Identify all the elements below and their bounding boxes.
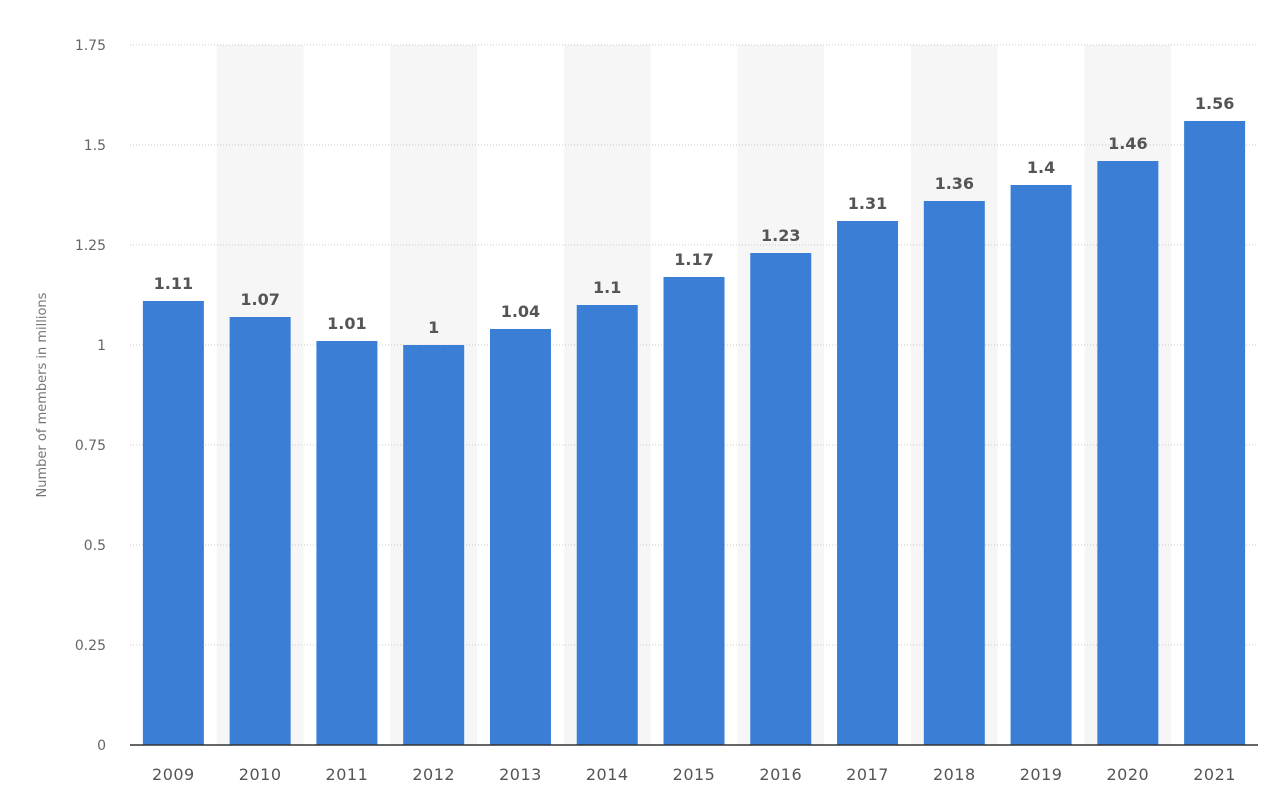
data-label-2020: 1.46 — [1108, 134, 1147, 153]
bar-2010 — [229, 317, 291, 745]
x-tick-label: 2017 — [846, 765, 889, 784]
x-tick-label: 2018 — [933, 765, 976, 784]
bar-2019 — [1010, 185, 1072, 745]
x-tick-label: 2021 — [1193, 765, 1236, 784]
bars — [142, 121, 1246, 745]
data-label-2016: 1.23 — [761, 226, 800, 245]
y-tick-label: 0 — [97, 738, 106, 754]
bar-2009 — [142, 301, 204, 745]
x-tick-label: 2009 — [152, 765, 195, 784]
y-tick-label: 1 — [97, 338, 106, 354]
y-tick-label: 0.25 — [75, 638, 106, 654]
y-axis-ticks: 0 0.25 0.5 0.75 1 1.25 1.5 1.75 — [75, 38, 106, 754]
y-tick-label: 1.75 — [75, 38, 106, 54]
y-tick-label: 1.25 — [75, 238, 106, 254]
x-tick-label: 2011 — [326, 765, 369, 784]
bar-2021 — [1184, 121, 1246, 745]
bar-2018 — [923, 201, 985, 745]
data-labels: 1.11 1.07 1.01 1 1.04 1.1 1.17 1.23 1.31 1.36 1.4 1… — [154, 94, 1235, 337]
data-label-2012: 1 — [428, 318, 439, 337]
bar-2015 — [663, 277, 725, 745]
x-tick-label: 2016 — [759, 765, 802, 784]
x-tick-label: 2012 — [412, 765, 455, 784]
bar-2017 — [837, 221, 899, 745]
data-label-2010: 1.07 — [240, 290, 279, 309]
data-label-2017: 1.31 — [848, 194, 887, 213]
bar-2013 — [489, 329, 551, 745]
x-axis-ticks: 2009 2010 2011 2012 2013 2014 2015 2016 2017 2018… — [152, 765, 1236, 784]
bar-2020 — [1097, 161, 1159, 745]
bar-2012 — [403, 345, 465, 745]
x-tick-label: 2020 — [1106, 765, 1149, 784]
x-tick-label: 2014 — [586, 765, 629, 784]
data-label-2014: 1.1 — [593, 278, 621, 297]
bar-2016 — [750, 253, 812, 745]
y-tick-label: 0.75 — [75, 438, 106, 454]
data-label-2011: 1.01 — [327, 314, 366, 333]
data-label-2009: 1.11 — [154, 274, 193, 293]
x-tick-label: 2019 — [1020, 765, 1063, 784]
data-label-2015: 1.17 — [674, 250, 713, 269]
y-tick-label: 0.5 — [84, 538, 106, 554]
bar-2011 — [316, 341, 378, 745]
data-label-2021: 1.56 — [1195, 94, 1234, 113]
x-tick-label: 2013 — [499, 765, 542, 784]
x-tick-label: 2010 — [239, 765, 282, 784]
data-label-2013: 1.04 — [501, 302, 540, 321]
x-tick-label: 2015 — [673, 765, 716, 784]
bar-2014 — [576, 305, 638, 745]
y-tick-label: 1.5 — [84, 138, 106, 154]
y-axis-label: Number of members in millions — [35, 292, 50, 497]
data-label-2019: 1.4 — [1027, 158, 1055, 177]
data-label-2018: 1.36 — [935, 174, 974, 193]
